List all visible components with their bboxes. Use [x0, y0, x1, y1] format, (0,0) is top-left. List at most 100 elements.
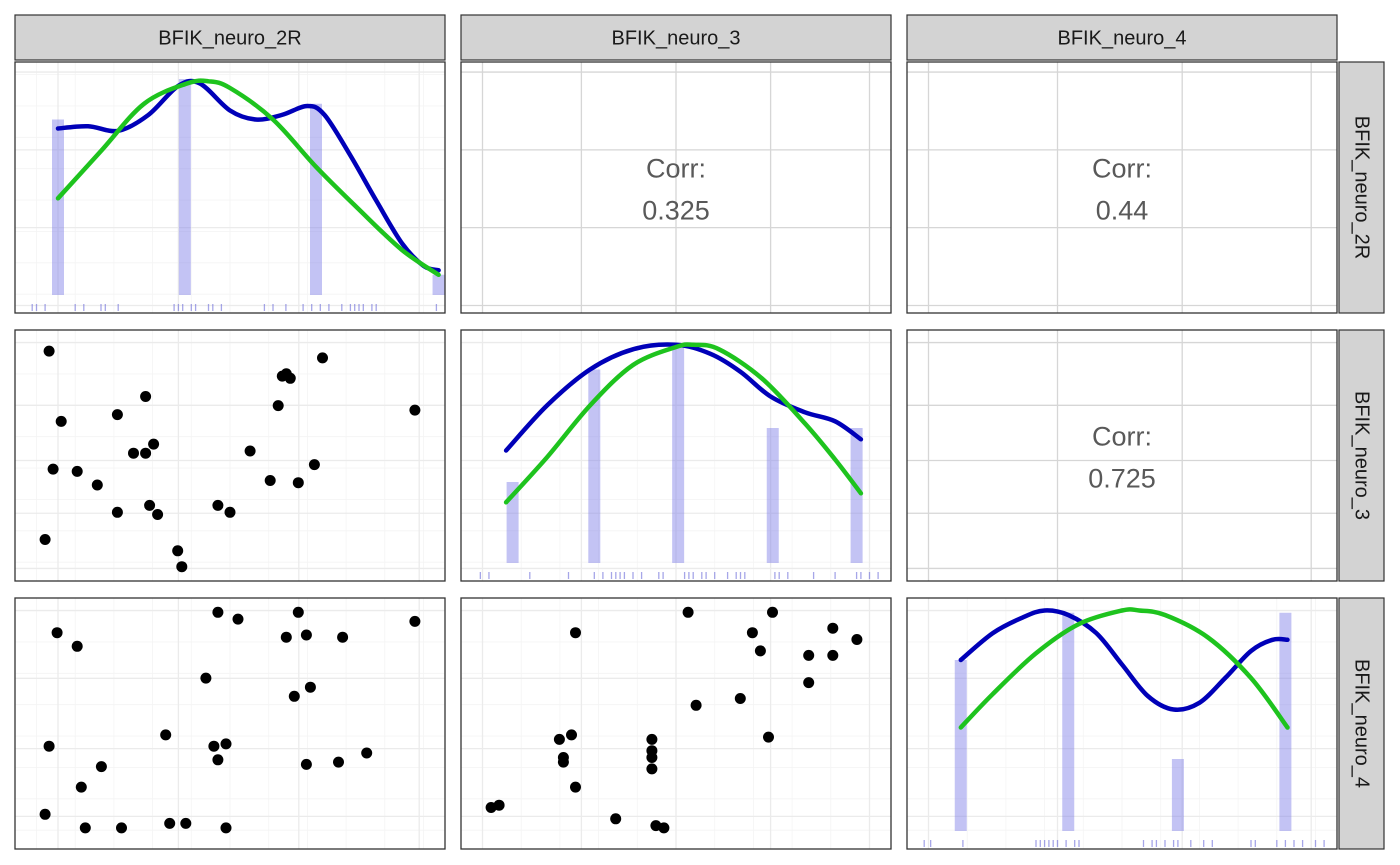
panel-border [460, 597, 892, 850]
scatter-point [111, 409, 123, 421]
panel-border [14, 329, 446, 582]
scatter-panel-2 [485, 606, 863, 834]
column-strip-label: BFIK_neuro_2R [158, 28, 301, 50]
panel-bg [907, 62, 1337, 313]
scatter-point [208, 740, 220, 752]
scatter-point [493, 799, 505, 811]
scatter-point [172, 545, 184, 557]
normal-curve [958, 607, 1290, 730]
scatter-point [337, 631, 349, 643]
column-strip-label: BFIK_neuro_4 [1058, 28, 1187, 50]
scatter-point [292, 477, 304, 489]
histogram-bar [1062, 612, 1075, 831]
panel-r1-c1 [461, 330, 891, 581]
normal-curve [503, 342, 864, 505]
scatter-point [553, 733, 565, 745]
scatter-point [300, 629, 312, 641]
corr-label: Corr: [1092, 154, 1152, 184]
diagonal-panel-0 [31, 78, 445, 311]
panel-border [460, 329, 892, 582]
scatter-point [212, 606, 224, 618]
scatter-point [220, 822, 232, 834]
scatter-point [646, 733, 658, 745]
column-strip-bg [460, 14, 892, 61]
scatter-point [232, 613, 244, 625]
diagonal-panel-2 [923, 607, 1325, 847]
scatter-point [180, 817, 192, 829]
scatter-point [300, 758, 312, 770]
panel-bg [907, 330, 1337, 581]
panel-r2-c1 [461, 598, 891, 849]
scatter-point [734, 693, 746, 704]
scatter-point [212, 499, 224, 511]
histogram-bar [310, 103, 322, 295]
scatter-point [116, 822, 127, 834]
panel-border [906, 61, 1338, 314]
panel-r2-c0 [15, 598, 445, 849]
scatter-point [284, 372, 296, 384]
scatter-point [79, 822, 91, 834]
scatter-point [658, 822, 670, 834]
row-strip-label: BFIK_neuro_4 [1351, 659, 1373, 788]
density-curve [958, 608, 1290, 712]
scatter-point [111, 506, 123, 518]
histogram-bar [1171, 759, 1184, 831]
column-strip-0: BFIK_neuro_2R [14, 14, 446, 61]
scatter-point [763, 731, 774, 743]
scatter-point [152, 509, 164, 520]
scatter-point [827, 622, 839, 634]
corr-value: 0.325 [642, 196, 710, 226]
histogram-bar [672, 347, 685, 563]
scatter-point [71, 465, 83, 477]
panel-border [14, 597, 446, 850]
scatter-point [51, 627, 63, 639]
panel-r0-c2 [907, 62, 1337, 313]
corr-label: Corr: [1092, 422, 1152, 452]
scatter-point [646, 752, 658, 763]
corr-panel-2: Corr: 0.725 [1088, 422, 1156, 494]
column-strip-bg [906, 14, 1338, 61]
scatter-point [91, 479, 103, 491]
column-strip-label: BFIK_neuro_3 [612, 28, 741, 50]
scatter-panel-0 [39, 345, 421, 573]
corr-value: 0.44 [1096, 196, 1149, 226]
row-strip-bg [1338, 61, 1385, 314]
scatter-point [43, 345, 55, 357]
panel-border [906, 597, 1338, 850]
column-strip-2: BFIK_neuro_4 [906, 14, 1338, 61]
scatter-point [128, 447, 139, 459]
corr-value: 0.725 [1088, 464, 1156, 494]
row-strip-bg [1338, 597, 1385, 850]
row-strip-label: BFIK_neuro_2R [1351, 116, 1373, 259]
scatter-point [75, 781, 87, 793]
panel-border [906, 329, 1338, 582]
scatter-panel-1 [39, 606, 421, 834]
scatter-point [292, 606, 304, 618]
column-strip-bg [14, 14, 446, 61]
panel-r0-c1 [461, 62, 891, 313]
corr-panel-1: Corr: 0.44 [1092, 154, 1152, 226]
scatter-point [690, 699, 702, 711]
diagonal-panel-1 [479, 342, 879, 579]
scatter-point [264, 475, 276, 486]
histogram-bar [766, 428, 779, 563]
scatter-point [148, 438, 160, 450]
scatter-point [803, 649, 815, 661]
histogram-bar [52, 119, 64, 295]
corr-panel-0: Corr: 0.325 [642, 154, 710, 226]
scatter-point [220, 738, 232, 750]
column-strip-1: BFIK_neuro_3 [460, 14, 892, 61]
scatter-point [409, 615, 421, 627]
panel-r1-c0 [15, 330, 445, 581]
scatter-point [304, 681, 316, 693]
scatter-point [570, 627, 581, 639]
corr-label: Corr: [646, 154, 706, 184]
histogram-bar [850, 428, 863, 563]
scatter-point [333, 756, 344, 768]
scatter-point [646, 763, 658, 775]
scatter-point [244, 445, 256, 457]
scatter-point [682, 606, 694, 618]
histogram-bar [588, 369, 601, 563]
scatter-point [140, 391, 152, 402]
scatter-point [767, 606, 778, 618]
